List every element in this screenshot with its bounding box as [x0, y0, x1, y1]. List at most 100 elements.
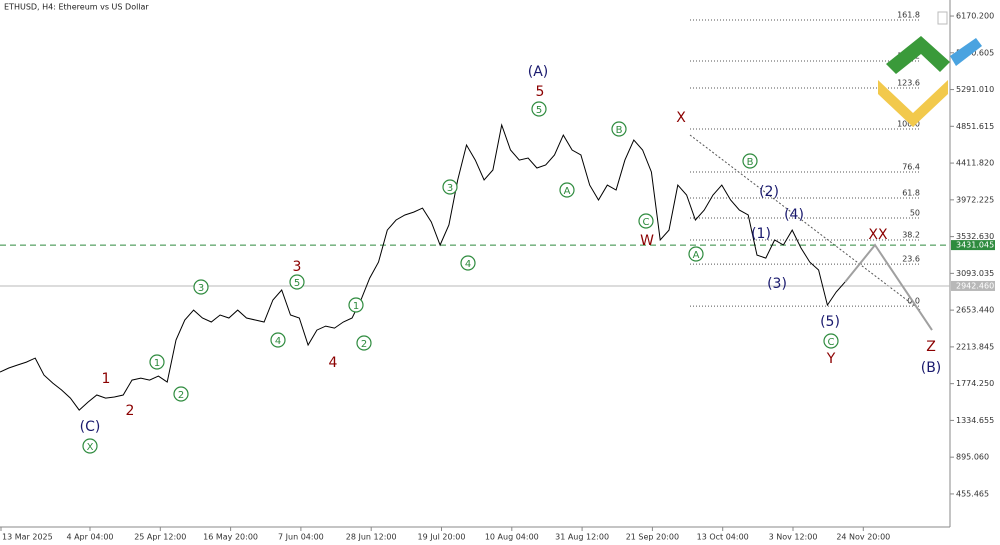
x-tick-label: 3 Nov 12:00	[769, 533, 818, 542]
wave-label: 2	[361, 339, 367, 350]
wave-label: A	[693, 250, 700, 261]
wave-label: 4	[465, 259, 471, 270]
fib-label: 50	[910, 209, 920, 218]
wave-label: 1	[102, 371, 111, 387]
y-tick-label: 2653.440	[956, 306, 994, 315]
wave-circle	[348, 297, 364, 313]
wave-circle	[289, 274, 305, 290]
fib-label: 61.8	[902, 189, 920, 198]
forecast-line	[844, 243, 933, 331]
y-tick-label: 4851.615	[956, 122, 994, 131]
wave-label: (1)	[751, 226, 771, 242]
wave-circle	[149, 354, 165, 370]
wave-label: 3	[198, 283, 204, 294]
wave-label: 3	[447, 183, 453, 194]
trend-line	[689, 134, 921, 311]
wave-circle	[559, 182, 575, 198]
wave-label: XX	[868, 227, 888, 243]
y-tick-label: 3532.630	[956, 232, 994, 241]
wave-label: 5	[294, 278, 300, 289]
window-icon[interactable]	[937, 11, 948, 25]
wave-circle	[688, 246, 704, 262]
wave-label: 2	[178, 390, 184, 401]
fib-label: 100.0	[897, 120, 920, 129]
wave-circle	[82, 438, 98, 454]
wave-label: 1	[154, 358, 160, 369]
wave-label: (B)	[921, 360, 942, 376]
x-tick-label: 28 Jun 12:00	[346, 533, 397, 542]
wave-label: Z	[926, 339, 936, 355]
fib-label: 123.6	[897, 78, 920, 87]
x-tick-label: 31 Aug 12:00	[555, 533, 609, 542]
logo-green	[886, 36, 950, 74]
wave-label: 5	[536, 84, 545, 100]
chart-title: ETHUSD, H4: Ethereum vs US Dollar	[4, 3, 149, 12]
wave-label: 1	[353, 301, 359, 312]
logo-yellow	[878, 80, 948, 127]
wave-circle	[460, 255, 476, 271]
wave-circle	[611, 121, 627, 137]
wave-circle	[270, 332, 286, 348]
wave-label: Y	[826, 351, 836, 367]
price-label: 3431.045	[956, 241, 994, 250]
x-tick-label: 24 Nov 20:00	[836, 533, 890, 542]
fib-label: 76.4	[902, 163, 920, 172]
y-tick-label: 4411.820	[956, 159, 994, 168]
y-tick-label: 5730.605	[956, 48, 994, 57]
y-tick-label: 1334.655	[956, 416, 994, 425]
wave-label: C	[828, 337, 835, 348]
wave-label: X	[87, 442, 94, 453]
y-tick-label: 5291.010	[956, 85, 994, 94]
y-tick-label: 1774.250	[956, 379, 994, 388]
wave-label: (4)	[784, 207, 804, 223]
wave-label: W	[640, 233, 654, 249]
wave-circle	[356, 335, 372, 351]
x-tick-label: 10 Aug 04:00	[485, 533, 539, 542]
wave-label: 4	[275, 336, 281, 347]
y-tick-label: 3972.225	[956, 195, 994, 204]
x-tick-label: 13 Mar 2025	[2, 533, 53, 542]
x-tick-label: 25 Apr 12:00	[134, 533, 186, 542]
y-tick-label: 3093.035	[956, 269, 994, 278]
wave-label: C	[643, 217, 650, 228]
x-tick-label: 19 Jul 20:00	[418, 533, 466, 542]
y-tick-label: 2213.845	[956, 342, 994, 351]
wave-label: 2	[126, 403, 135, 419]
wave-circle	[638, 213, 654, 229]
x-tick-label: 16 May 20:00	[203, 533, 258, 542]
price-label: 2942.460	[956, 281, 994, 290]
fib-label: 23.6	[902, 255, 920, 264]
x-tick-label: 21 Sep 20:00	[626, 533, 679, 542]
fib-label: 161.8	[897, 10, 920, 19]
wave-label: (2)	[759, 184, 779, 200]
wave-label: 5	[536, 105, 542, 116]
x-tick-label: 7 Jun 04:00	[278, 533, 324, 542]
fib-label: 38.2	[902, 231, 920, 240]
y-tick-label: 895.060	[956, 453, 989, 462]
x-tick-label: 4 Apr 04:00	[66, 533, 113, 542]
wave-circle	[193, 279, 209, 295]
wave-circle	[442, 179, 458, 195]
wave-circle	[531, 101, 547, 117]
wave-label: (3)	[767, 276, 787, 292]
wave-label: B	[747, 157, 754, 168]
x-tick-label: 13 Oct 04:00	[697, 533, 749, 542]
wave-label: (C)	[80, 419, 101, 435]
wave-label: B	[616, 125, 623, 136]
wave-circle	[173, 386, 189, 402]
wave-circle	[742, 153, 758, 169]
wave-circle	[823, 333, 839, 349]
wave-label: X	[676, 110, 686, 126]
wave-label: 3	[293, 259, 302, 275]
wave-label: A	[564, 186, 571, 197]
logo-blue	[950, 38, 982, 66]
price-label-box	[951, 240, 995, 251]
wave-label: (5)	[820, 314, 840, 330]
wave-label: (A)	[528, 64, 549, 80]
y-tick-label: 6170.200	[956, 12, 994, 21]
price-line-series	[0, 123, 846, 411]
y-tick-label: 455.465	[956, 489, 989, 498]
price-label-box	[951, 280, 995, 291]
